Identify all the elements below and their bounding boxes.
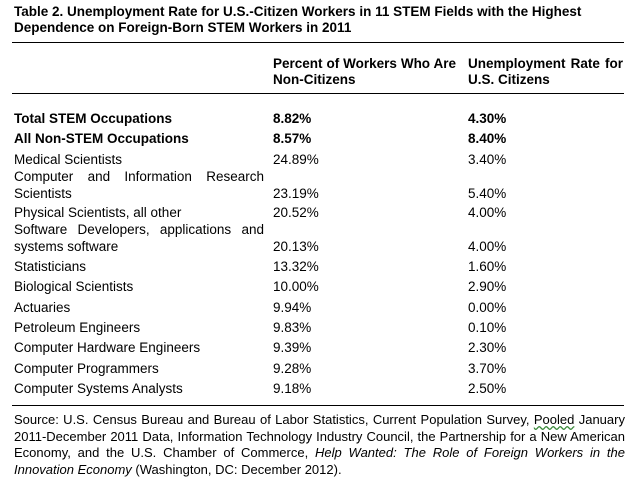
row-unemployment-rate: 3.70%: [468, 361, 507, 376]
row-percent-noncitizens: 24.89%: [273, 152, 319, 167]
row-unemployment-rate: 4.00%: [468, 239, 507, 254]
row-percent-noncitizens: 20.52%: [273, 205, 319, 220]
row-percent-noncitizens: 23.19%: [273, 186, 319, 201]
row-label: Biological Scientists: [14, 279, 134, 294]
row-percent-noncitizens: 13.32%: [273, 259, 319, 274]
row-label: Physical Scientists, all other: [14, 205, 182, 220]
row-unemployment-rate: 4.00%: [468, 205, 507, 220]
table-bottom-rule: [12, 405, 624, 406]
source-text-2: January 2011-December 2011 Data, Informa…: [14, 412, 625, 460]
header-percent-noncitizens: Percent of Workers Who Are Non-Citizens: [273, 56, 456, 87]
header-unemployment-rate: Unemployment Rate for U.S. Citizens: [468, 56, 623, 87]
header-rule: [12, 93, 624, 94]
row-unemployment-rate: 2.90%: [468, 279, 507, 294]
row-label: All Non-STEM Occupations: [14, 131, 189, 146]
row-label: Computer Systems Analysts: [14, 381, 183, 396]
row-percent-noncitizens: 9.39%: [273, 340, 312, 355]
row-percent-noncitizens: 8.82%: [273, 111, 312, 126]
row-percent-noncitizens: 20.13%: [273, 239, 319, 254]
source-text-3: (Washington, DC: December 2012).: [131, 461, 342, 477]
source-note: Source: U.S. Census Bureau and Bureau of…: [14, 412, 625, 478]
source-text-1: Source: U.S. Census Bureau and Bureau of…: [14, 412, 530, 427]
row-unemployment-rate: 0.00%: [468, 300, 507, 315]
row-unemployment-rate: 8.40%: [468, 131, 507, 146]
row-label: Computer Hardware Engineers: [14, 340, 201, 355]
row-unemployment-rate: 4.30%: [468, 111, 507, 126]
row-label: Actuaries: [14, 300, 71, 315]
row-unemployment-rate: 3.40%: [468, 152, 507, 167]
row-label: Statisticians: [14, 259, 87, 274]
row-percent-noncitizens: 9.28%: [273, 361, 312, 376]
row-percent-noncitizens: 9.83%: [273, 320, 312, 335]
row-unemployment-rate: 5.40%: [468, 186, 507, 201]
row-unemployment-rate: 1.60%: [468, 259, 507, 274]
row-label: Software Developers, applications and sy…: [14, 222, 264, 254]
source-report-title: Help Wanted: The Role of Foreign Workers…: [14, 445, 625, 477]
row-percent-noncitizens: 8.57%: [273, 131, 312, 146]
row-label: Computer and Information Research Scient…: [14, 169, 264, 201]
row-label: Total STEM Occupations: [14, 111, 173, 126]
row-percent-noncitizens: 9.94%: [273, 300, 312, 315]
title-rule: [12, 42, 624, 43]
row-unemployment-rate: 2.30%: [468, 340, 507, 355]
row-percent-noncitizens: 10.00%: [273, 279, 319, 294]
row-label: Computer Programmers: [14, 361, 159, 376]
row-label: Petroleum Engineers: [14, 320, 141, 335]
row-unemployment-rate: 2.50%: [468, 381, 507, 396]
table-title: Table 2. Unemployment Rate for U.S.-Citi…: [14, 4, 582, 35]
source-pooled: Pooled: [533, 412, 575, 427]
row-label: Medical Scientists: [14, 152, 123, 167]
row-unemployment-rate: 0.10%: [468, 320, 507, 335]
row-percent-noncitizens: 9.18%: [273, 381, 312, 396]
